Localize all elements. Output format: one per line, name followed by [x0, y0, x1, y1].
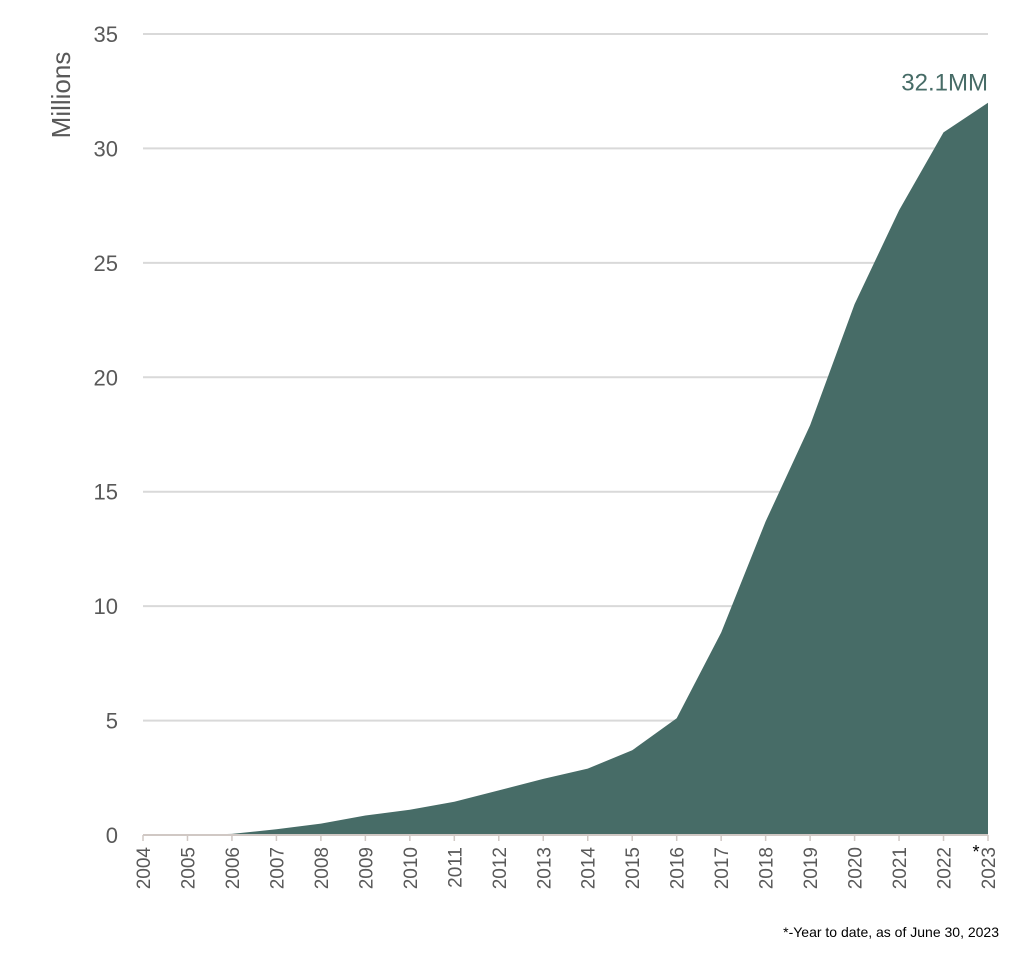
- y-tick-label: 10: [94, 594, 118, 619]
- x-tick-label: 2021: [890, 847, 911, 889]
- x-tick-label: 2006: [223, 847, 244, 889]
- plot-area: [143, 102, 988, 835]
- y-tick-label: 20: [94, 365, 118, 390]
- x-tick-label: 2011: [445, 847, 466, 888]
- y-tick-label: 25: [94, 251, 118, 276]
- y-tick-label: 0: [106, 823, 118, 848]
- y-tick-label: 15: [94, 480, 118, 505]
- gridlines: [143, 33, 988, 722]
- x-tick-label: 2019: [801, 847, 822, 889]
- x-tick-label: 2010: [401, 847, 422, 889]
- y-axis-label: Millions: [46, 52, 76, 139]
- x-tick-label: 2015: [623, 847, 644, 889]
- ytd-asterisk: *: [972, 842, 979, 862]
- area-series-0: [143, 102, 988, 835]
- x-tick-label: 2017: [712, 847, 733, 889]
- x-tick-label: 2008: [312, 847, 333, 889]
- x-tick-label: 2005: [178, 847, 199, 889]
- x-tick-label: 2016: [668, 847, 689, 889]
- x-tick-label: 2020: [846, 847, 867, 889]
- y-tick-label: 5: [106, 709, 118, 734]
- x-tick-label: 2009: [356, 847, 377, 889]
- x-tick-label: 2013: [534, 847, 555, 889]
- x-tick-label: 2018: [757, 847, 778, 889]
- x-tick-label: 2014: [579, 847, 600, 890]
- x-tick-label: 2012: [490, 847, 511, 889]
- y-tick-label: 35: [94, 22, 118, 47]
- y-tick-label: 30: [94, 136, 118, 161]
- x-tick-label: 2004: [134, 847, 155, 890]
- x-tick-label: 2007: [267, 847, 288, 889]
- axes: 0 5 10 15 20 25 30 35 2004 2005 2006 2007 2008 2009 20…: [94, 22, 1000, 889]
- x-tick-label: 2023: [979, 847, 1000, 889]
- footnote: *-Year to date, as of June 30, 2023: [783, 924, 999, 940]
- x-tick-label: 2022: [935, 847, 956, 889]
- last-value-annotation: 32.1MM: [901, 70, 988, 97]
